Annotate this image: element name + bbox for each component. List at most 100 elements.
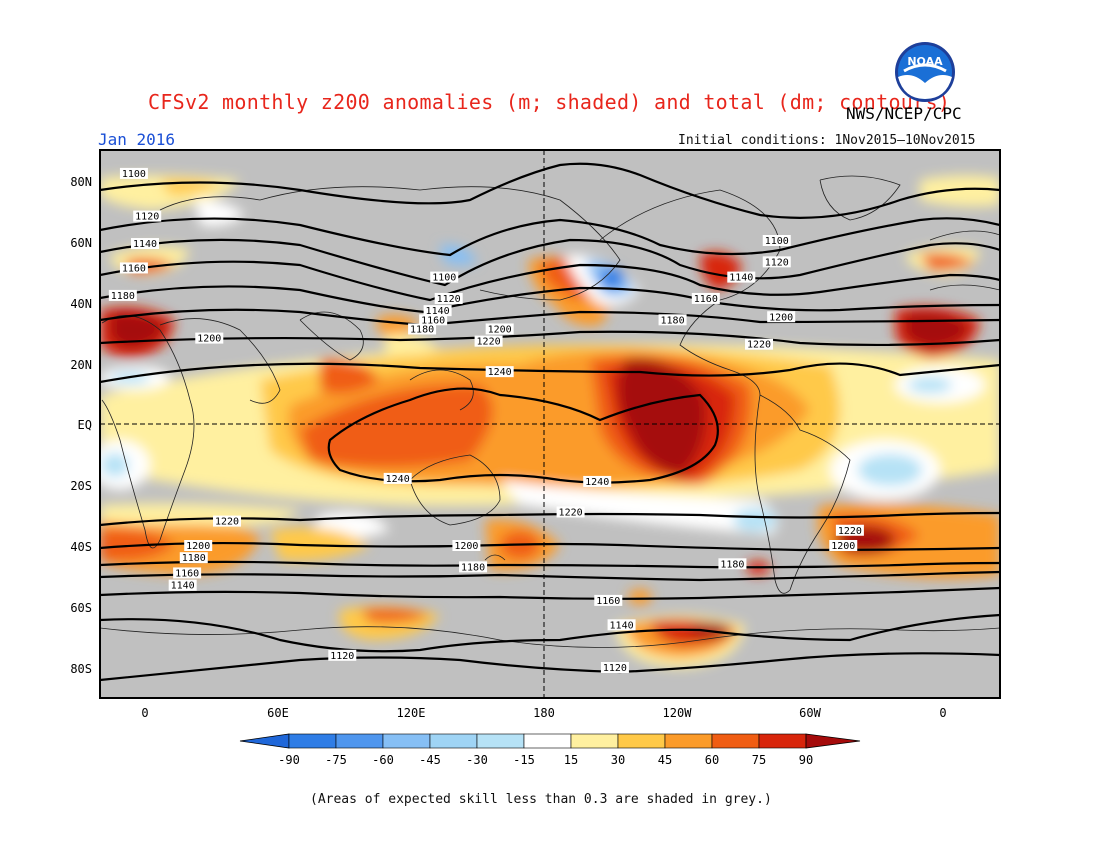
lat-label: 60S [70, 601, 92, 615]
legend-tick: -15 [513, 753, 535, 767]
contour-label: 1180 [459, 561, 488, 573]
contour-label: 1160 [419, 314, 448, 326]
longitude-axis: 0 60E 120E 180 120W 60W 0 [141, 706, 946, 720]
contour-label: 1200 [485, 323, 514, 335]
contour-label-text: 1120 [135, 212, 159, 223]
contour-label-text: 1160 [122, 263, 146, 274]
lat-label: 20S [70, 479, 92, 493]
contour-label-text: 1120 [603, 663, 627, 674]
contour-label-text: 1220 [559, 507, 583, 518]
legend-swatch [288, 733, 337, 749]
lon-label: 60E [267, 706, 289, 720]
legend-swatch [335, 733, 384, 749]
contour-label-text: 1220 [477, 337, 501, 348]
contour-label: 1160 [119, 262, 148, 274]
contour-label: 1180 [408, 323, 437, 335]
contour-label: 1140 [423, 305, 452, 317]
lon-label: 120W [663, 706, 693, 720]
contour-label-text: 1160 [596, 596, 620, 607]
skill-note: (Areas of expected skill less than 0.3 a… [310, 792, 772, 807]
lat-label: 80N [70, 175, 92, 189]
lon-label: 60W [799, 706, 821, 720]
legend-swatch [476, 733, 525, 749]
contour-label: 1180 [718, 558, 747, 570]
legend-tick: -45 [419, 753, 441, 767]
legend-tick: 15 [564, 753, 578, 767]
contour-label: 1240 [485, 366, 514, 378]
agency-label: NWS/NCEP/CPC [846, 104, 962, 123]
lat-label: 20N [70, 358, 92, 372]
valid-month: Jan 2016 [98, 130, 176, 149]
contour-label-text: 1120 [437, 294, 461, 305]
contour-label-text: 1160 [694, 294, 718, 305]
contour-label: 1220 [213, 515, 242, 528]
contour-label-text: 1100 [765, 236, 789, 247]
contour-label: 1240 [383, 472, 412, 485]
contour-label: 1120 [762, 256, 791, 268]
contour-label: 1140 [168, 579, 197, 592]
contour-label-text: 1140 [426, 306, 450, 317]
legend-arrow-low [239, 733, 290, 749]
contour-label-text: 1220 [747, 340, 771, 351]
legend-tick: -75 [325, 753, 347, 767]
contour-label-text: 1220 [838, 526, 862, 537]
contour-label: 1240 [583, 475, 612, 488]
contour-label: 1220 [835, 524, 864, 537]
contour-label: 1160 [594, 594, 623, 607]
legend-tick: 30 [611, 753, 625, 767]
contour-label: 1180 [658, 314, 687, 326]
contour-label: 1200 [184, 540, 213, 552]
contour-label-text: 1140 [133, 239, 157, 250]
contour-label-text: 1200 [197, 334, 221, 345]
contour-label-text: 1140 [610, 620, 634, 631]
contour-label-text: 1220 [215, 517, 239, 528]
legend-swatch [429, 733, 478, 749]
lon-label: 0 [141, 706, 148, 720]
contour-label: 1120 [328, 649, 357, 662]
legend-tick: 75 [752, 753, 766, 767]
contour-label: 1180 [179, 552, 208, 564]
contour-label: 1120 [600, 662, 629, 674]
legend-tick: 90 [799, 753, 813, 767]
legend-arrow-high [805, 733, 861, 749]
contour-label: 1180 [108, 289, 137, 302]
lat-label: 40S [70, 540, 92, 554]
contour-label-text: 1240 [386, 474, 410, 485]
contour-label-text: 1120 [330, 651, 354, 662]
map-panel: 1100112011401160118012001100112011401160… [100, 150, 1000, 698]
contour-label: 1100 [119, 167, 148, 180]
contour-label: 1100 [762, 235, 791, 247]
contour-label-group: 1100112011401160118012001100112011401160… [108, 167, 864, 674]
contour-label: 1220 [745, 338, 774, 351]
legend-swatch [617, 733, 666, 749]
contour-label-text: 1240 [488, 367, 512, 378]
legend-swatch [711, 733, 760, 749]
contour-label: 1160 [173, 567, 202, 579]
contour-label-text: 1160 [421, 315, 445, 326]
lat-label: 80S [70, 662, 92, 676]
contour-label: 1200 [767, 311, 796, 323]
contour-label: 1120 [434, 292, 463, 305]
legend-tick: -30 [466, 753, 488, 767]
legend-ticks: -90 -75 -60 -45 -30 -15 15 30 45 60 75 9… [278, 753, 813, 767]
latitude-axis: 80N 60N 40N 20N EQ 20S 40S 60S 80S [70, 175, 92, 676]
logo-text: NOAA [907, 55, 943, 68]
map-frame [99, 149, 1001, 699]
chart-title: CFSv2 monthly z200 anomalies (m; shaded)… [148, 90, 951, 114]
contour-label: 1200 [452, 540, 481, 552]
contour-label-text: 1180 [182, 553, 206, 564]
initial-conditions: Initial conditions: 1Nov2015–10Nov2015 [678, 133, 976, 148]
contour-label-text: 1200 [454, 541, 478, 552]
contour-label: 1100 [430, 271, 459, 284]
contour-label-text: 1200 [769, 312, 793, 323]
contour-label-text: 1240 [585, 477, 609, 488]
legend-tick: -60 [372, 753, 394, 767]
legend-swatch [382, 733, 431, 749]
contour-label: 1140 [727, 271, 756, 284]
legend-swatch [758, 733, 807, 749]
anomaly-shading [100, 175, 1000, 668]
contour-label-text: 1200 [488, 324, 512, 335]
noaa-logo-icon: NOAA [895, 42, 955, 102]
contour-label-text: 1140 [729, 273, 753, 284]
legend-swatch [664, 733, 713, 749]
